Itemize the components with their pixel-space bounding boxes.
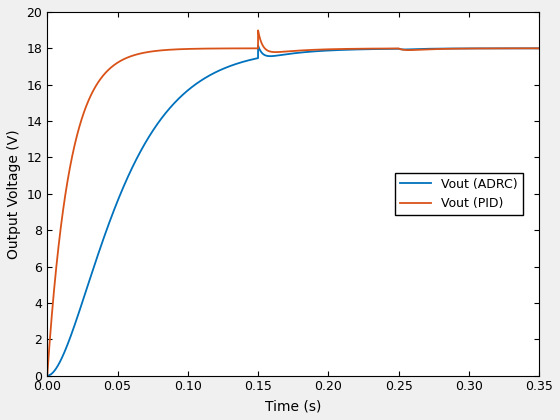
Vout (PID)	[510, 46, 516, 51]
Vout (ADRC)	[536, 46, 543, 51]
Vout (ADRC)	[73, 317, 80, 322]
Legend: Vout (ADRC), Vout (PID): Vout (ADRC), Vout (PID)	[395, 173, 523, 215]
X-axis label: Time (s): Time (s)	[265, 399, 321, 413]
Vout (ADRC)	[284, 52, 291, 57]
Vout (ADRC)	[141, 143, 147, 148]
Vout (ADRC)	[46, 373, 53, 378]
Vout (ADRC)	[64, 342, 71, 347]
Vout (PID)	[255, 28, 262, 33]
Vout (ADRC)	[255, 43, 262, 48]
Vout (PID)	[46, 342, 53, 347]
Vout (PID)	[73, 134, 80, 139]
Vout (PID)	[44, 373, 50, 378]
Line: Vout (PID): Vout (PID)	[47, 30, 539, 375]
Vout (PID)	[284, 49, 291, 54]
Vout (PID)	[536, 46, 543, 51]
Vout (ADRC)	[510, 46, 516, 51]
Line: Vout (ADRC): Vout (ADRC)	[47, 45, 539, 375]
Vout (ADRC)	[44, 373, 50, 378]
Vout (PID)	[64, 178, 71, 183]
Y-axis label: Output Voltage (V): Output Voltage (V)	[7, 129, 21, 259]
Vout (PID)	[141, 50, 147, 55]
